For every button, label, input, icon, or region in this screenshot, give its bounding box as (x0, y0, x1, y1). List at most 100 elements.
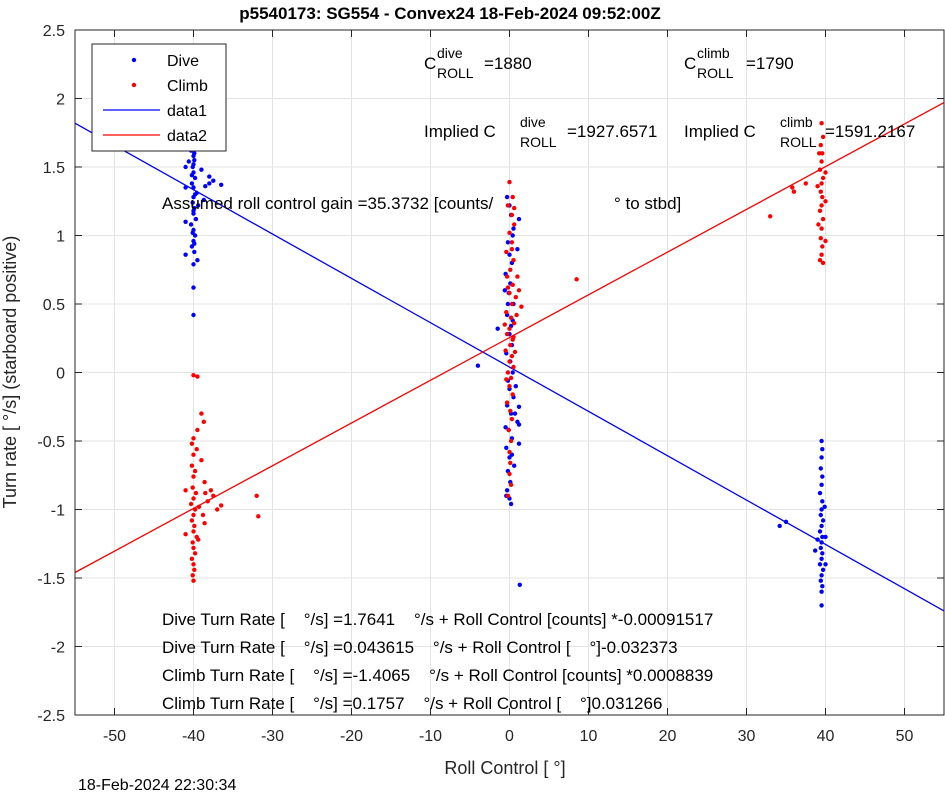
point-climb (507, 384, 512, 389)
x-tick-label: -10 (419, 728, 442, 745)
implied-dive-base: Implied C (424, 122, 496, 141)
point-climb (201, 419, 206, 424)
point-dive (818, 578, 823, 583)
point-dive (207, 181, 212, 186)
point-dive (819, 603, 824, 608)
axis-ticks: -50 -40 -30 -20 -10 0 10 20 30 40 50-2.5-2-1.5-1-0… (37, 23, 944, 745)
point-dive (819, 455, 824, 460)
point-dive (190, 230, 195, 235)
point-dive (817, 490, 823, 496)
point-climb (219, 503, 224, 508)
point-climb (502, 322, 507, 327)
point-climb (507, 359, 512, 364)
point-climb (508, 315, 514, 320)
point-climb (820, 175, 826, 181)
point-dive (191, 312, 196, 318)
data-points (183, 99, 828, 608)
y-tick-label: 1.5 (43, 160, 65, 177)
footer-timestamp: 18-Feb-2024 22:30:34 (78, 777, 236, 792)
point-dive (192, 241, 197, 246)
x-tick-label: 0 (505, 728, 514, 745)
point-climb (183, 532, 188, 537)
point-dive (516, 404, 522, 409)
point-climb (196, 504, 202, 509)
point-climb (183, 488, 188, 493)
point-dive (211, 178, 216, 183)
point-dive (820, 584, 825, 589)
implied-dive-sub: ROLL (520, 134, 557, 150)
point-dive (219, 182, 224, 187)
point-climb (823, 199, 828, 204)
chart-title: p5540173: SG554 - Convex24 18-Feb-2024 0… (239, 4, 660, 23)
point-climb (504, 377, 509, 382)
legend-box (91, 43, 227, 152)
point-climb (817, 151, 822, 156)
point-dive (820, 551, 825, 556)
point-dive (192, 158, 197, 163)
implied-c-dive-annotation: Implied C dive ROLL =1927.6571 (424, 114, 657, 150)
point-climb (512, 205, 517, 211)
point-dive (818, 466, 823, 471)
point-climb (193, 490, 199, 496)
point-climb (512, 222, 517, 227)
point-climb (820, 244, 825, 249)
point-climb (192, 551, 198, 556)
point-dive (777, 523, 782, 529)
point-dive (513, 384, 518, 389)
y-tick-label: -1 (51, 503, 65, 520)
point-climb (819, 252, 824, 257)
point-climb (192, 567, 197, 572)
point-climb (504, 400, 510, 405)
point-climb (208, 488, 214, 493)
legend-data2-label: data2 (167, 128, 207, 145)
point-climb (817, 167, 823, 172)
point-dive (504, 194, 510, 200)
c-climb-value: =1790 (746, 54, 794, 73)
point-dive (820, 518, 826, 523)
point-climb (819, 203, 824, 208)
point-climb (189, 518, 195, 523)
point-climb (820, 151, 825, 156)
c-climb-base: C (684, 54, 696, 73)
point-climb (508, 267, 513, 272)
legend: Dive Climb data1 data2 (91, 43, 227, 152)
point-dive (191, 262, 196, 267)
point-climb (509, 247, 515, 252)
point-climb (815, 184, 820, 189)
point-dive (196, 203, 201, 208)
point-climb (503, 348, 508, 353)
point-dive (183, 185, 188, 190)
point-climb (504, 249, 509, 255)
point-dive (191, 185, 196, 190)
point-dive (183, 164, 188, 170)
point-climb (512, 321, 517, 326)
point-climb (191, 496, 196, 501)
point-climb (515, 274, 520, 279)
point-climb (507, 326, 512, 331)
point-climb (508, 375, 514, 381)
point-climb (818, 142, 823, 148)
y-tick-label: -2.5 (37, 708, 65, 725)
point-dive (783, 519, 789, 524)
implied-climb-base: Implied C (684, 122, 756, 141)
x-axis-label: Roll Control [ °] (444, 758, 565, 778)
point-climb (194, 447, 199, 452)
x-tick-label: 20 (659, 728, 677, 745)
x-tick-label: 40 (817, 728, 835, 745)
point-climb (790, 185, 795, 190)
point-dive (817, 529, 823, 534)
point-climb (803, 181, 808, 186)
point-climb (188, 501, 194, 507)
point-climb (199, 411, 204, 416)
point-dive (820, 447, 825, 452)
x-tick-label: 30 (738, 728, 756, 745)
point-climb (192, 468, 198, 474)
point-climb (189, 556, 195, 561)
legend-dive-marker (131, 57, 137, 63)
point-climb (818, 189, 823, 194)
point-climb (191, 545, 196, 551)
point-climb (254, 493, 259, 498)
c-climb-sup: climb (697, 45, 730, 61)
point-climb (191, 512, 196, 518)
